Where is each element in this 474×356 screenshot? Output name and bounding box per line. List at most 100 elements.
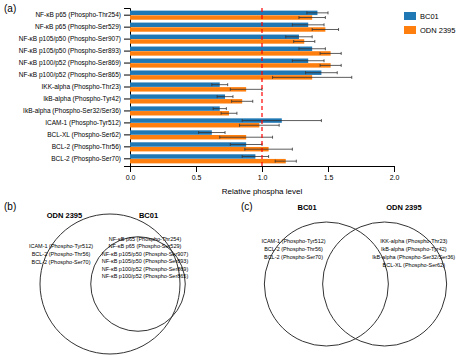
error-bar-cap <box>225 131 226 134</box>
error-bar <box>240 124 280 127</box>
x-tick-mark <box>328 166 329 172</box>
error-bar-line <box>307 12 328 13</box>
set-item: IkB-alpha (Phospho-Ser32/Ser36) <box>372 254 455 260</box>
error-bar <box>199 131 225 134</box>
error-bar <box>307 11 328 14</box>
error-bar-line <box>292 24 324 25</box>
y-tick: IkB-alpha (Phospho-Ser32/Ser36) <box>23 107 130 115</box>
error-bar <box>242 155 268 158</box>
series <box>130 11 321 159</box>
bar-chart: 0.0 0.5 1.0 1.5 2.0 NF-κB p65 (Phospho-Thr254… <box>4 3 455 196</box>
set-item: NF-κB p105/p50 (Phospho-Ser907) <box>102 251 189 257</box>
error-bar-cap <box>242 155 243 158</box>
y-tick: NF-κB p105/p50 (Phospho-Ser893) <box>19 47 130 55</box>
y-tick-mark <box>124 134 130 135</box>
error-bar <box>232 100 253 103</box>
y-tick: BCL-2 (Phospho-Thr56) <box>52 143 130 151</box>
x-tick-label: 0.5 <box>192 174 202 181</box>
error-bar-cap <box>230 88 231 91</box>
bar <box>130 27 325 31</box>
legend-item: BC01 <box>404 12 439 21</box>
y-tick-label: NF-κB p100/p52 (Phospho-Ser869) <box>19 59 121 67</box>
error-bar-cap <box>296 160 297 163</box>
bar <box>130 59 308 63</box>
error-bar-cap <box>324 23 325 26</box>
legend-swatch <box>404 12 416 20</box>
set-item: NF-κB p100/p52 (Phospho-Ser865) <box>102 273 189 279</box>
y-tick-label: NF-κB p100/p52 (Phospho-Ser865) <box>19 71 121 79</box>
error-bar-cap <box>244 148 245 151</box>
y-tick-label: NF-κB p65 (Phospho-Thr254) <box>35 11 121 19</box>
error-bar-cap <box>292 148 293 151</box>
panel-label: (a) <box>4 3 16 14</box>
error-bar <box>306 71 338 74</box>
error-bar-line <box>220 137 273 138</box>
error-bar-line <box>292 60 324 61</box>
y-tick: NF-κB p65 (Phospho-Thr254) <box>35 11 130 19</box>
y-tick-mark <box>124 122 130 123</box>
error-bar-line <box>199 132 225 133</box>
error-bar-line <box>306 72 338 73</box>
venn-diagram: (c)BC01ICAM-1 (Phospho-Tyr512)BCL-2 (Pho… <box>241 201 455 346</box>
legend-item: ODN 2395 <box>404 26 455 35</box>
error-bar <box>286 35 312 38</box>
bar <box>130 51 331 55</box>
y-tick-mark <box>124 158 130 159</box>
bar <box>130 70 321 74</box>
bar <box>130 11 317 15</box>
error-bar <box>242 119 321 122</box>
error-bar-cap <box>219 136 220 139</box>
legend: BC01 ODN 2395 <box>404 12 455 35</box>
error-bar <box>273 76 352 79</box>
y-tick-mark <box>124 27 130 28</box>
y-tick: IkB-alpha (Phospho-Tyr42) <box>43 95 130 103</box>
error-bar-line <box>286 36 312 37</box>
y-tick-mark <box>124 63 130 64</box>
error-bar <box>320 52 341 55</box>
error-bar <box>220 136 273 139</box>
plot-area <box>130 8 352 166</box>
y-tick-label: NF-κB p65 (Phospho-Ser529) <box>35 23 121 31</box>
error-bar-cap <box>337 71 338 74</box>
y-tick: NF-κB p100/p52 (Phospho-Ser869) <box>19 59 130 67</box>
x-tick-label: 0.0 <box>126 174 136 181</box>
y-tick: ICAM-1 (Phospho-Tyr512) <box>45 119 130 127</box>
error-bar-line <box>299 17 325 18</box>
error-bar <box>275 160 296 163</box>
error-bar <box>217 95 233 98</box>
error-bar-line <box>240 125 280 126</box>
error-bar-cap <box>305 71 306 74</box>
error-bar-cap <box>320 64 321 67</box>
error-bar-cap <box>312 28 313 31</box>
legend-swatch <box>404 26 416 34</box>
y-tick-mark <box>124 98 130 99</box>
y-tick-mark <box>124 39 130 40</box>
error-bar <box>294 40 315 43</box>
error-bar-cap <box>272 136 273 139</box>
y-tick-mark <box>124 110 130 111</box>
x-tick-label: 2.0 <box>390 174 400 181</box>
error-bar-line <box>320 65 341 66</box>
error-bar-cap <box>272 76 273 79</box>
x-tick: 1.0 <box>258 166 268 181</box>
error-bar-cap <box>338 28 339 31</box>
error-bar-cap <box>230 143 231 146</box>
error-bar-line <box>242 120 321 121</box>
bar <box>130 154 255 158</box>
set-item: ICAM-1 (Phospho-Tyr512) <box>29 243 93 249</box>
y-tick-label: IKK-alpha (Phospho-Thr23) <box>42 83 122 91</box>
y-tick-mark <box>124 87 130 88</box>
set-item: ICAM-1 (Phospho-Tyr512) <box>261 238 325 244</box>
error-bar-line <box>245 149 293 150</box>
error-bar-cap <box>324 59 325 62</box>
x-tick-label: 1.5 <box>324 174 334 181</box>
set-item: BCL-2 (Phospho-Thr56) <box>264 246 323 252</box>
y-tick-mark <box>124 146 130 147</box>
error-bar-cap <box>268 155 269 158</box>
error-bar-cap <box>292 59 293 62</box>
error-bar-cap <box>242 119 243 122</box>
set-label: BC01 <box>298 203 317 212</box>
set-label: ODN 2395 <box>47 211 82 220</box>
x-tick-mark <box>262 166 263 172</box>
set-label: BC01 <box>139 211 158 220</box>
